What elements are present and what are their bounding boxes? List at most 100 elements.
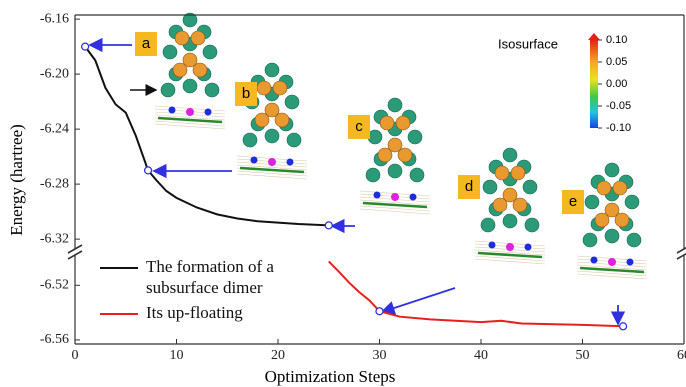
colorbar-tick-label: 0.00 (606, 78, 627, 90)
orbital (378, 148, 392, 162)
y-tick-label: -6.24 (40, 121, 69, 136)
orbital (183, 79, 197, 93)
orbital (585, 195, 599, 209)
orbital (613, 181, 627, 195)
orbital (513, 198, 527, 212)
y-axis-title: Energy (hartree) (7, 124, 26, 236)
colorbar-cap (588, 33, 600, 40)
orbital (285, 95, 299, 109)
orbital (193, 63, 207, 77)
page: {"chart_data": { "type": "line", "x_labe… (0, 0, 686, 387)
colorbar-tick-label: 0.10 (606, 34, 627, 46)
lattice (475, 259, 545, 264)
colorbar-title: Isosurface (498, 36, 558, 51)
atom (205, 109, 212, 116)
highlight-point (376, 308, 383, 315)
orbital (410, 168, 424, 182)
x-tick-label: 0 (72, 348, 79, 363)
orbital (605, 163, 619, 177)
orbital (627, 233, 641, 247)
x-tick-label: 10 (170, 348, 184, 363)
legend-label: Its up-floating (146, 302, 316, 323)
orbital (265, 129, 279, 143)
orbital (483, 180, 497, 194)
orbital (503, 148, 517, 162)
lattice (577, 274, 647, 279)
legend-item: The formation of a subsurface dimer (100, 256, 316, 298)
orbital (203, 45, 217, 59)
orbital (257, 81, 271, 95)
surface (580, 268, 644, 272)
orbital (615, 213, 629, 227)
orbital (255, 113, 269, 127)
colorbar-tick-label: -0.05 (606, 100, 631, 112)
orbital (243, 133, 257, 147)
colorbar (590, 40, 598, 128)
orbital (175, 31, 189, 45)
x-tick-label: 40 (474, 348, 488, 363)
panel-label: c (355, 118, 363, 135)
colorbar-tick-label: -0.10 (606, 122, 631, 134)
orbital (388, 164, 402, 178)
orbital (495, 166, 509, 180)
orbital (287, 133, 301, 147)
lattice (237, 174, 307, 179)
x-tick-label: 20 (271, 348, 285, 363)
orbital (396, 116, 410, 130)
orbital (368, 130, 382, 144)
surface (478, 253, 542, 257)
highlight-point (620, 323, 627, 330)
atom (374, 192, 381, 199)
atom (169, 107, 176, 114)
x-tick-label: 30 (373, 348, 387, 363)
highlight-point (82, 43, 89, 50)
chart: Optimization Steps Energy (hartree) 0 10 2… (0, 0, 686, 387)
orbital (265, 63, 279, 77)
legend-item: Its up-floating (100, 302, 316, 323)
orbital (625, 195, 639, 209)
atom (268, 158, 276, 166)
x-tick-label: 50 (576, 348, 590, 363)
panel-label: e (569, 193, 577, 210)
orbital (366, 168, 380, 182)
surface (158, 118, 222, 122)
y-tick-label: -6.56 (40, 332, 69, 347)
x-axis-title: Optimization Steps (265, 367, 396, 386)
atom (391, 193, 399, 201)
legend-swatch (100, 267, 138, 269)
orbital (493, 198, 507, 212)
orbital (597, 181, 611, 195)
orbital (595, 213, 609, 227)
atom (410, 194, 417, 201)
panel-label: b (242, 85, 250, 102)
lattice (360, 209, 430, 214)
orbital (523, 180, 537, 194)
y-tick-label: -6.16 (40, 11, 69, 26)
highlight-point (145, 167, 152, 174)
atom (627, 259, 634, 266)
orbital (481, 218, 495, 232)
orbital (275, 113, 289, 127)
atom (591, 257, 598, 264)
atom (489, 242, 496, 249)
surface (240, 168, 304, 172)
legend: The formation of a subsurface dimer Its u… (100, 256, 316, 327)
highlight-point (325, 222, 332, 229)
y-tick-label: -6.52 (40, 278, 69, 293)
orbital (408, 130, 422, 144)
y-tick-label: -6.28 (40, 176, 69, 191)
orbital (511, 166, 525, 180)
atom (186, 108, 194, 116)
axis-break (677, 245, 686, 253)
pointer-arrow (382, 288, 455, 312)
orbital (173, 63, 187, 77)
orbital (503, 214, 517, 228)
atom (506, 243, 514, 251)
legend-swatch (100, 313, 138, 315)
orbital (605, 229, 619, 243)
panel-label: a (142, 35, 151, 52)
atom (251, 157, 258, 164)
y-tick-label: -6.32 (40, 231, 69, 246)
surface (363, 203, 427, 207)
orbital (205, 83, 219, 97)
